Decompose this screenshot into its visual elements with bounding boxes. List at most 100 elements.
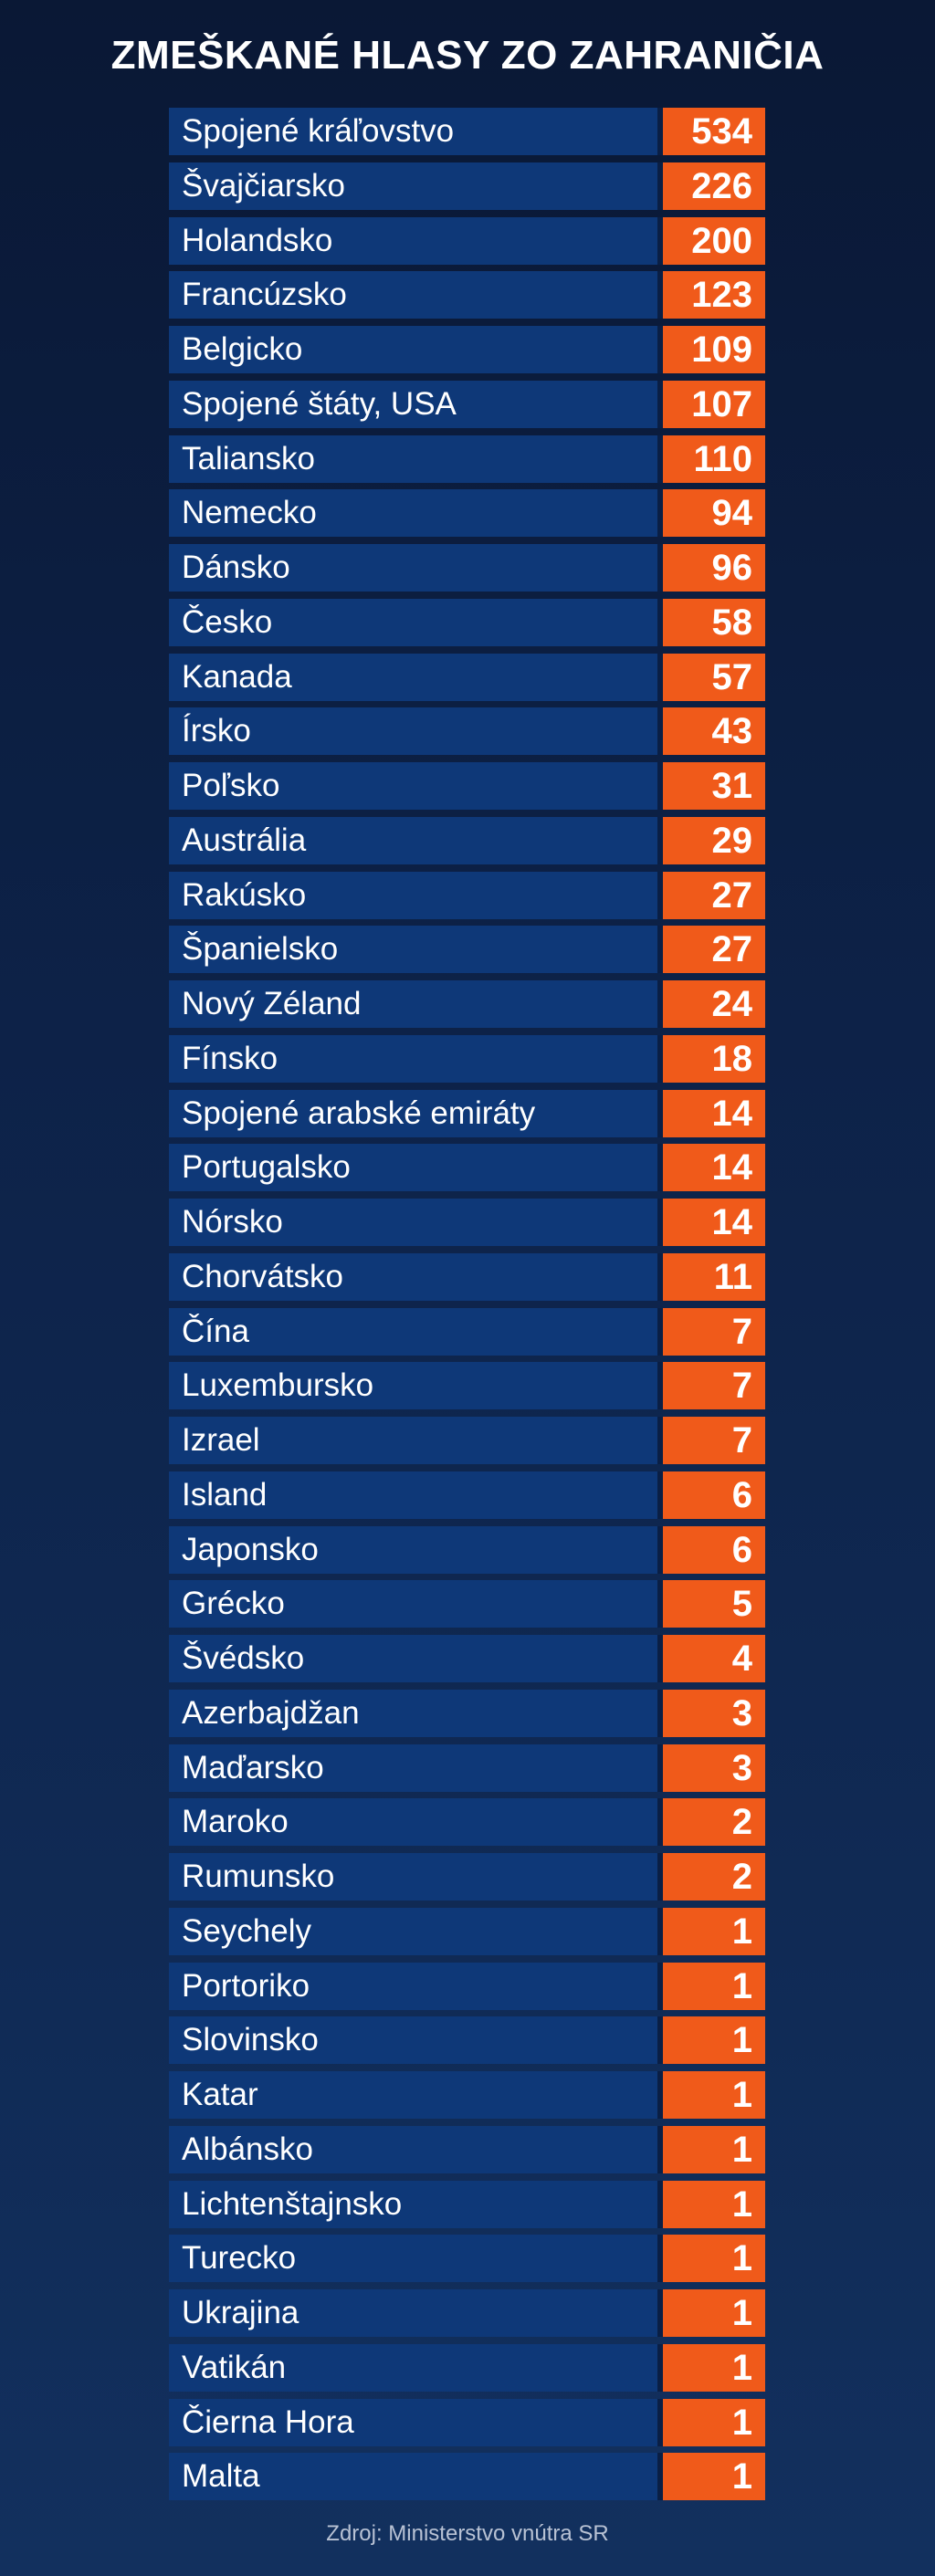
row-divider <box>657 2453 663 2501</box>
row-divider <box>657 2398 663 2446</box>
vote-count-label: 107 <box>663 380 765 428</box>
country-label: Španielsko <box>169 926 657 974</box>
row-divider <box>657 2180 663 2228</box>
country-label: Seychely <box>169 1907 657 1955</box>
country-label: Japonsko <box>169 1525 657 1574</box>
vote-count-label: 2 <box>663 1798 765 1847</box>
row-divider <box>657 380 663 428</box>
country-label: Kanada <box>169 653 657 701</box>
row-divider <box>657 1525 663 1574</box>
table-row: Francúzsko 123 <box>169 271 765 319</box>
row-divider <box>657 2016 663 2065</box>
vote-count-label: 7 <box>663 1307 765 1356</box>
table-row: Portugalsko 14 <box>169 1144 765 1192</box>
vote-count-label: 226 <box>663 162 765 210</box>
vote-count-label: 1 <box>663 1907 765 1955</box>
row-divider <box>657 1798 663 1847</box>
vote-count-label: 1 <box>663 2016 765 2065</box>
table-row: Izrael 7 <box>169 1417 765 1464</box>
table-row: Rakúsko 27 <box>169 871 765 919</box>
table-row: Lichtenštajnsko 1 <box>169 2180 765 2228</box>
vote-count-label: 1 <box>663 2398 765 2446</box>
vote-count-label: 1 <box>663 2289 765 2337</box>
vote-count-label: 2 <box>663 1853 765 1901</box>
table-row: Španielsko 27 <box>169 926 765 974</box>
table-row: Seychely 1 <box>169 1907 765 1955</box>
row-divider <box>657 1689 663 1737</box>
country-label: Portoriko <box>169 1962 657 2010</box>
country-label: Dánsko <box>169 544 657 592</box>
country-label: Rakúsko <box>169 871 657 919</box>
table-row: Austrália 29 <box>169 816 765 864</box>
row-divider <box>657 816 663 864</box>
vote-count-label: 534 <box>663 108 765 155</box>
country-label: Katar <box>169 2071 657 2119</box>
vote-count-label: 1 <box>663 1962 765 2010</box>
country-label: Albánsko <box>169 2125 657 2173</box>
country-label: Írsko <box>169 707 657 756</box>
country-label: Portugalsko <box>169 1144 657 1192</box>
country-label: Nemecko <box>169 489 657 538</box>
row-divider <box>657 2071 663 2119</box>
row-divider <box>657 1199 663 1246</box>
row-divider <box>657 1962 663 2010</box>
country-label: Spojené kráľovstvo <box>169 108 657 155</box>
country-label: Chorvátsko <box>169 1252 657 1301</box>
vote-count-label: 109 <box>663 326 765 373</box>
country-label: Belgicko <box>169 326 657 373</box>
table-row: Švédsko 4 <box>169 1635 765 1682</box>
table-row: Nový Zéland 24 <box>169 980 765 1028</box>
table-row: Japonsko 6 <box>169 1525 765 1574</box>
row-divider <box>657 1307 663 1356</box>
table-row: Malta 1 <box>169 2453 765 2501</box>
table-row: Chorvátsko 11 <box>169 1252 765 1301</box>
vote-count-label: 24 <box>663 980 765 1028</box>
row-divider <box>657 271 663 319</box>
row-divider <box>657 1034 663 1083</box>
country-label: Turecko <box>169 2235 657 2283</box>
row-divider <box>657 1417 663 1464</box>
source-note: Zdroj: Ministerstvo vnútra SR <box>326 2521 609 2546</box>
vote-count-label: 14 <box>663 1144 765 1192</box>
table-row: Poľsko 31 <box>169 762 765 810</box>
row-divider <box>657 1144 663 1192</box>
table-row: Grécko 5 <box>169 1580 765 1628</box>
row-divider <box>657 544 663 592</box>
row-divider <box>657 2289 663 2337</box>
country-label: Lichtenštajnsko <box>169 2180 657 2228</box>
table-row: Slovinsko 1 <box>169 2016 765 2065</box>
vote-count-label: 14 <box>663 1089 765 1137</box>
vote-count-label: 27 <box>663 871 765 919</box>
row-divider <box>657 435 663 483</box>
country-label: Austrália <box>169 816 657 864</box>
table-row: Taliansko 110 <box>169 435 765 483</box>
row-divider <box>657 108 663 155</box>
row-divider <box>657 1252 663 1301</box>
vote-count-label: 57 <box>663 653 765 701</box>
row-divider <box>657 707 663 756</box>
vote-count-label: 1 <box>663 2180 765 2228</box>
country-label: Česko <box>169 598 657 646</box>
row-divider <box>657 653 663 701</box>
country-label: Luxembursko <box>169 1362 657 1410</box>
country-label: Holandsko <box>169 216 657 265</box>
table-row: Ukrajina 1 <box>169 2289 765 2337</box>
country-label: Ukrajina <box>169 2289 657 2337</box>
vote-count-label: 1 <box>663 2071 765 2119</box>
row-divider <box>657 1744 663 1792</box>
vote-count-label: 96 <box>663 544 765 592</box>
country-label: Grécko <box>169 1580 657 1628</box>
row-divider <box>657 2125 663 2173</box>
table-row: Spojené arabské emiráty 14 <box>169 1089 765 1137</box>
vote-count-label: 7 <box>663 1362 765 1410</box>
vote-count-label: 3 <box>663 1689 765 1737</box>
row-divider <box>657 980 663 1028</box>
vote-count-label: 43 <box>663 707 765 756</box>
vote-count-label: 11 <box>663 1252 765 1301</box>
row-divider <box>657 2343 663 2392</box>
table-row: Dánsko 96 <box>169 544 765 592</box>
vote-count-label: 14 <box>663 1199 765 1246</box>
country-label: Švajčiarsko <box>169 162 657 210</box>
vote-count-label: 58 <box>663 598 765 646</box>
country-label: Maroko <box>169 1798 657 1847</box>
